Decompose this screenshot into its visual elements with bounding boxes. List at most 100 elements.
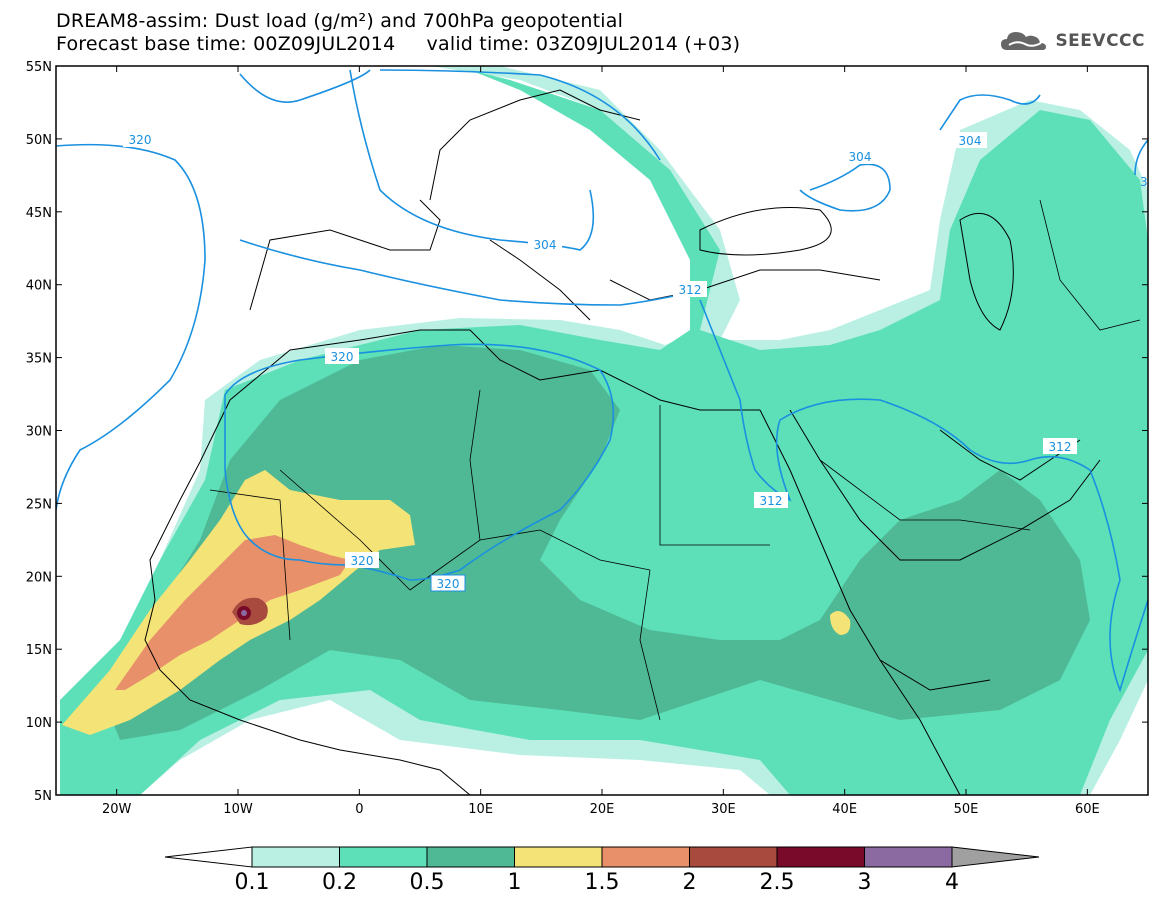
contour-label-312-gulf: 312 bbox=[1043, 438, 1077, 454]
coastline-east-africa bbox=[879, 659, 961, 795]
colorbar-label: 2.5 bbox=[760, 870, 795, 895]
border-egypt-libya bbox=[659, 405, 770, 546]
svg-text:312: 312 bbox=[760, 494, 783, 508]
lon-tick-label: 0 bbox=[355, 802, 363, 817]
contour-label-304-balkans: 304 bbox=[528, 236, 562, 252]
border-saudi bbox=[819, 459, 1031, 531]
contour-312-arabia bbox=[699, 299, 1148, 693]
dust-level-1-area-red-sea bbox=[830, 611, 851, 635]
coastline-europe bbox=[429, 89, 641, 201]
svg-text:304: 304 bbox=[534, 238, 557, 252]
colorbar-label: 4 bbox=[945, 870, 959, 895]
colorbar-label: 2 bbox=[683, 870, 697, 895]
lon-tick-label: 20E bbox=[590, 802, 615, 817]
colorbar-upper-triangle bbox=[951, 846, 1040, 868]
country-borders bbox=[209, 199, 1141, 721]
contour-label-312-egypt: 312 bbox=[754, 492, 788, 508]
lat-tick-label: 50N bbox=[26, 133, 52, 148]
lon-tick-label: 10W bbox=[223, 802, 253, 817]
map-title: DREAM8-assim: Dust load (g/m²) and 700hP… bbox=[56, 10, 624, 32]
border-mali bbox=[209, 489, 291, 641]
geopotential-contours bbox=[56, 69, 1148, 693]
lat-tick-label: 40N bbox=[26, 279, 52, 294]
colorbar-label: 0.2 bbox=[322, 870, 357, 895]
coastline-caspian bbox=[959, 212, 1014, 331]
coastline-black-sea bbox=[699, 207, 832, 256]
colorbar-segment bbox=[776, 846, 865, 868]
svg-text:320: 320 bbox=[437, 577, 460, 591]
lat-tick-label: 10N bbox=[26, 716, 52, 731]
colorbar-segment bbox=[339, 846, 428, 868]
contour-304-east bbox=[799, 94, 1041, 212]
contour-label-3-edge: 3 bbox=[1140, 175, 1148, 189]
colorbar-label: 0.5 bbox=[410, 870, 445, 895]
map-subtitle: Forecast base time: 00Z09JUL2014 valid t… bbox=[56, 33, 741, 55]
border-iran bbox=[1039, 199, 1141, 331]
contour-3-edge bbox=[1134, 139, 1148, 176]
contour-label-320-africa-north: 320 bbox=[325, 348, 359, 364]
latitude-axis: 55N 50N 45N 40N 35N 30N 25N 20N 15N 10N 5N bbox=[26, 60, 1148, 804]
border-sahara-2 bbox=[409, 529, 651, 591]
svg-text:320: 320 bbox=[129, 133, 152, 147]
logo-text: SEEVCCC bbox=[1055, 31, 1145, 51]
lon-tick-label: 10E bbox=[468, 802, 493, 817]
coastline-iberia bbox=[249, 199, 441, 311]
colorbar-segment bbox=[251, 846, 340, 868]
coastline-west-africa bbox=[144, 461, 471, 795]
lon-tick-label: 30E bbox=[711, 802, 736, 817]
contour-label-312-aegean: 312 bbox=[673, 281, 707, 297]
colorbar: 0.1 0.2 0.5 1 1.5 2 2.5 3 4 bbox=[164, 846, 1040, 895]
border-sudan bbox=[639, 569, 661, 721]
colorbar-segment bbox=[514, 846, 603, 868]
lon-tick-label: 50E bbox=[954, 802, 979, 817]
border-sahara-1 bbox=[279, 469, 411, 591]
longitude-axis: 20W 10W 0 10E 20E 30E 40E 50E 60E bbox=[102, 66, 1100, 817]
lat-tick-label: 45N bbox=[26, 206, 52, 221]
contour-label-320-mali: 320 bbox=[345, 552, 379, 568]
lon-tick-label: 40E bbox=[832, 802, 857, 817]
lat-tick-label: 35N bbox=[26, 352, 52, 367]
svg-text:320: 320 bbox=[351, 554, 374, 568]
lat-tick-label: 25N bbox=[26, 497, 52, 512]
lon-tick-label: 60E bbox=[1075, 802, 1100, 817]
svg-text:304: 304 bbox=[959, 134, 982, 148]
contour-label-304-east: 304 bbox=[843, 148, 877, 164]
colorbar-segment bbox=[426, 846, 515, 868]
svg-text:312: 312 bbox=[679, 283, 702, 297]
colorbar-label: 1 bbox=[508, 870, 522, 895]
coastline-red-sea bbox=[759, 409, 991, 691]
colorbar-segment bbox=[601, 846, 690, 868]
colorbar-label: 3 bbox=[858, 870, 872, 895]
coastline-greece-turkey bbox=[609, 269, 881, 301]
svg-text:320: 320 bbox=[331, 350, 354, 364]
lat-tick-label: 55N bbox=[26, 60, 52, 75]
dust-level-3-spot bbox=[241, 610, 247, 616]
border-sahara-3 bbox=[469, 389, 481, 541]
colorbar-lower-triangle bbox=[164, 846, 253, 868]
colorbar-segment bbox=[864, 846, 953, 868]
contour-label-320-niger: 320 bbox=[430, 574, 466, 592]
dust-level-0.5-area bbox=[100, 345, 1090, 740]
svg-text:304: 304 bbox=[849, 150, 872, 164]
lat-tick-label: 5N bbox=[34, 789, 52, 804]
lat-tick-label: 30N bbox=[26, 425, 52, 440]
contour-320-africa bbox=[224, 343, 615, 581]
lat-tick-label: 20N bbox=[26, 570, 52, 585]
lat-tick-label: 15N bbox=[26, 643, 52, 658]
dust-fields bbox=[60, 66, 1148, 795]
colorbar-segment bbox=[689, 846, 778, 868]
contour-label-304-north: 304 bbox=[953, 132, 987, 148]
contour-312-mediterranean bbox=[239, 69, 701, 306]
contour-labels: 320 304 304 304 312 320 320 320 312 312 … bbox=[123, 131, 1148, 592]
svg-text:312: 312 bbox=[1049, 440, 1072, 454]
lon-tick-label: 20W bbox=[102, 802, 132, 817]
colorbar-label: 0.1 bbox=[235, 870, 270, 895]
cloud-logo-icon bbox=[1001, 32, 1047, 50]
coastline-arabia bbox=[789, 409, 1101, 561]
contour-label-320-west: 320 bbox=[123, 131, 157, 147]
contour-304-europe bbox=[239, 69, 595, 251]
contour-320-west bbox=[56, 143, 206, 511]
svg-text:3: 3 bbox=[1140, 175, 1148, 189]
seevccc-logo: SEEVCCC bbox=[999, 28, 1145, 54]
